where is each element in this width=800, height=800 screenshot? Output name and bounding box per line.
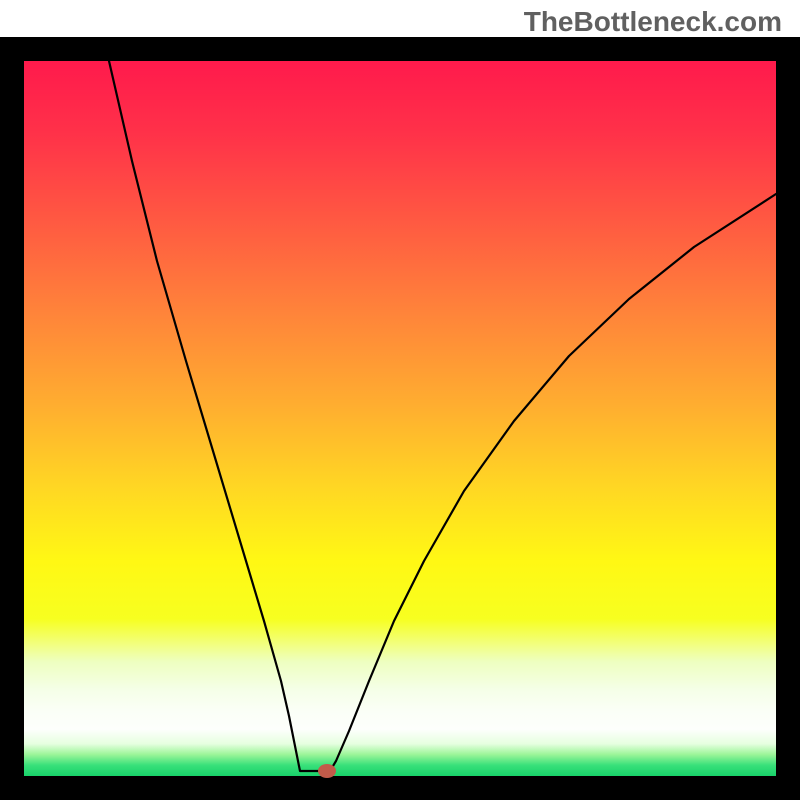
minimum-marker [318, 764, 336, 778]
chart-plot-area [24, 61, 776, 776]
chart-frame [0, 37, 800, 800]
watermark-text: TheBottleneck.com [524, 6, 782, 38]
bottleneck-curve [24, 61, 776, 776]
